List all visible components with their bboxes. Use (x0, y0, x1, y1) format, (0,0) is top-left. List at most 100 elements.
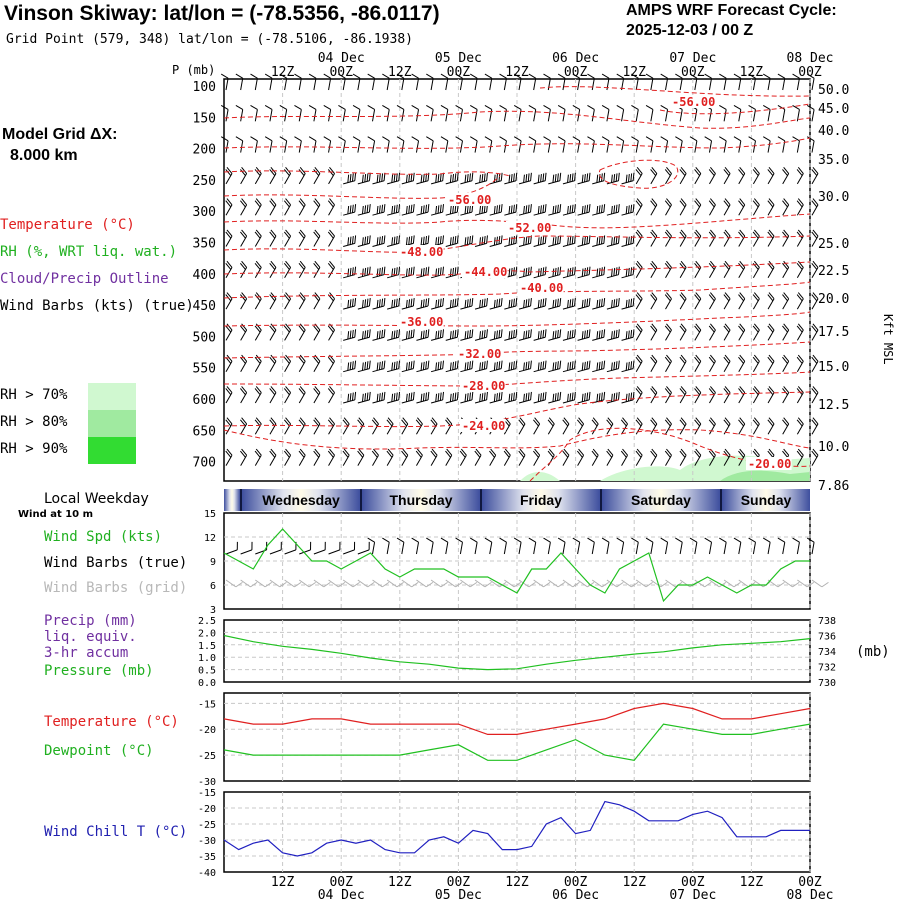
barb-feather (408, 205, 411, 214)
barb-feather (500, 172, 503, 181)
barb-feather (376, 174, 379, 183)
barb-feather (635, 262, 642, 270)
barb-staff (723, 173, 731, 185)
barb-feather (240, 231, 246, 239)
barb-staff (577, 423, 585, 435)
barb-feather (508, 237, 511, 246)
barb-feather (299, 260, 306, 268)
wind-barb (606, 204, 620, 216)
wind-barb (240, 386, 248, 404)
barb-feather (811, 325, 818, 333)
barb-feather (628, 205, 630, 214)
wind-barb (269, 323, 277, 341)
barb-staff (269, 204, 277, 216)
barb-staff (372, 242, 385, 247)
barb-staff (445, 305, 458, 310)
wind-barb (782, 417, 790, 435)
barb-feather (454, 392, 457, 401)
barb-staff (328, 329, 335, 341)
barb-staff (504, 368, 517, 373)
barb-staff (621, 542, 625, 555)
barb-staff (709, 423, 716, 435)
bottom-time-label: 12Z (388, 875, 412, 890)
wind-barb (430, 391, 444, 404)
barb-feather (571, 298, 574, 307)
barb-staff (474, 109, 478, 122)
barb-feather (572, 537, 580, 543)
barb-feather (285, 198, 291, 206)
barb-feather (313, 231, 320, 239)
barb-feather (664, 356, 671, 364)
barb-feather (442, 266, 444, 275)
barb-feather (581, 237, 584, 246)
barb-feather (694, 388, 700, 396)
barb-feather (586, 361, 589, 370)
wind-barb (782, 323, 790, 341)
wind-barb (372, 391, 386, 404)
wind-barb-true (777, 537, 786, 555)
wind-barb (327, 166, 335, 185)
barb-feather (391, 268, 394, 277)
wind-barb (401, 266, 415, 279)
barb-feather (557, 204, 559, 213)
wind-barb (504, 172, 518, 185)
barb-feather (537, 393, 540, 402)
barb-feather (299, 292, 306, 300)
pressure-tick-label: 300 (193, 205, 216, 220)
wind-barb-grid (313, 579, 331, 588)
contour-label: -20.00 (748, 457, 791, 471)
barb-staff (752, 361, 760, 372)
barb-staff (504, 180, 517, 185)
barb-feather (279, 73, 287, 79)
barb-staff (401, 305, 414, 310)
barb-staff (225, 454, 233, 466)
barb-staff (503, 542, 507, 555)
barb-staff (548, 368, 561, 373)
barb-feather (393, 174, 396, 183)
wind-barb (738, 417, 746, 435)
y-tick-label-right: 734 (818, 647, 836, 658)
barb-feather (704, 136, 712, 142)
barb-feather (540, 393, 542, 402)
wind-barb (313, 260, 321, 279)
barb-feather (427, 391, 430, 400)
barb-feather (373, 417, 379, 425)
barb-feather (768, 386, 775, 393)
barb-staff (460, 368, 473, 373)
barb-feather (811, 169, 818, 176)
barb-feather (666, 417, 672, 425)
wind-barb (225, 448, 233, 466)
wind-barb (283, 292, 292, 310)
wind-barb (504, 235, 518, 247)
wind-barb (664, 166, 672, 185)
day-sunday: Sunday (720, 489, 810, 511)
barb-feather (508, 331, 511, 340)
wind-barb (445, 329, 459, 341)
wind-barb (631, 136, 639, 153)
barb-staff (445, 336, 458, 341)
barb-feather (632, 266, 635, 275)
wind-barb-true (255, 541, 268, 555)
wind-barb (782, 198, 790, 216)
barb-feather (635, 419, 642, 427)
barb-feather (666, 229, 672, 237)
barb-feather (530, 360, 532, 369)
wind-barb (327, 260, 335, 279)
wind-barb (557, 73, 566, 91)
wind-barb-true (719, 537, 727, 555)
barb-feather (695, 417, 702, 425)
wind-barb (460, 360, 474, 373)
barb-staff (679, 204, 687, 216)
barb-feather (796, 356, 803, 364)
barb-feather (412, 266, 415, 275)
barb-feather (437, 267, 440, 276)
barb-feather (513, 104, 522, 110)
barb-feather (806, 104, 815, 110)
kft-tick-label: 50.0 (818, 83, 849, 98)
isotherm-48 (223, 235, 811, 253)
barb-staff (357, 211, 370, 216)
barb-staff (343, 549, 355, 555)
barb-staff (577, 368, 590, 373)
p-axis-title: P (mb) (172, 63, 215, 77)
barb-staff (796, 140, 800, 153)
